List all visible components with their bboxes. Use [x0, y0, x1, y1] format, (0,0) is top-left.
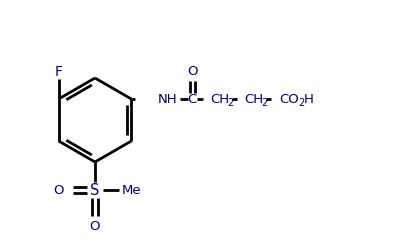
- Text: 2: 2: [227, 98, 233, 108]
- Text: F: F: [55, 65, 63, 79]
- Text: O: O: [53, 184, 63, 196]
- Text: O: O: [187, 64, 198, 77]
- Text: CH: CH: [210, 92, 229, 106]
- Text: O: O: [90, 220, 100, 233]
- Text: CO: CO: [280, 92, 299, 106]
- Text: NH: NH: [158, 92, 177, 106]
- Text: Me: Me: [122, 184, 142, 196]
- Text: C: C: [188, 92, 197, 106]
- Text: 2: 2: [261, 98, 267, 108]
- Text: H: H: [303, 92, 313, 106]
- Text: CH: CH: [244, 92, 263, 106]
- Text: 2: 2: [298, 98, 305, 108]
- Text: S: S: [90, 183, 100, 197]
